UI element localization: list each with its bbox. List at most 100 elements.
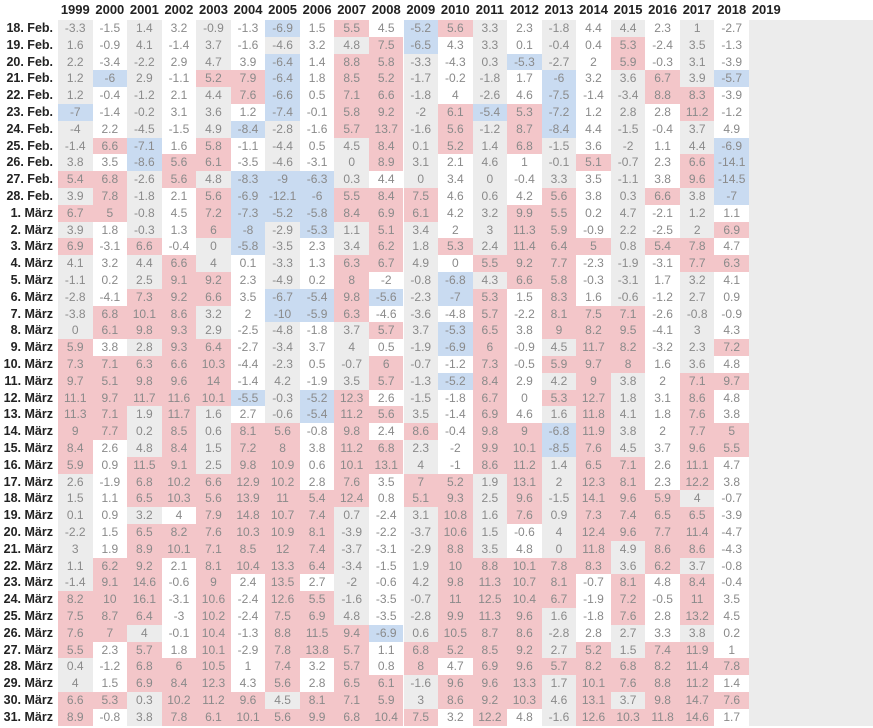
value-cell: 0.5 — [368, 339, 404, 356]
value-cell: -1.2 — [92, 658, 128, 676]
value-cell: 7.1 — [610, 456, 646, 474]
value-cell: 1.3 — [161, 221, 197, 239]
value-cell: 13.5 — [265, 574, 300, 592]
value-cell: -6.5 — [403, 36, 439, 54]
value-cell: -2.2 — [368, 524, 404, 541]
value-cell: -1.3 — [230, 624, 266, 642]
value-cell: 5.6 — [438, 20, 473, 37]
value-cell: -0.6 — [507, 524, 542, 541]
value-cell: -3.3 — [58, 20, 93, 37]
value-cell: 3.8 — [679, 624, 715, 642]
value-cell: 1.6 — [161, 137, 197, 155]
value-cell: 1.6 — [58, 36, 93, 54]
value-cell: -1.2 — [127, 87, 162, 104]
value-cell: -3.5 — [368, 608, 404, 625]
value-cell: 4.9 — [403, 255, 439, 272]
value-cell: 3.2 — [679, 272, 715, 289]
value-cell: 7.8 — [92, 188, 128, 205]
value-cell: 5.4 — [299, 490, 335, 508]
value-cell: 3.2 — [161, 20, 197, 37]
value-cell: 2.2 — [610, 221, 646, 239]
value-cell: 3.7 — [610, 692, 646, 709]
value-cell: 6.9 — [368, 204, 404, 222]
value-cell: 7.1 — [610, 305, 646, 323]
value-cell: 4 — [679, 490, 715, 508]
value-cell: 7.9 — [196, 507, 231, 524]
value-cell: 3.7 — [334, 322, 369, 340]
value-cell: 2.8 — [127, 339, 162, 356]
date-label: 14. März — [3, 424, 53, 439]
value-cell: 1 — [507, 154, 542, 172]
value-cell: 5.6 — [265, 708, 300, 726]
value-cell: 0.3 — [127, 692, 162, 709]
value-cell: 6.8 — [127, 473, 162, 491]
value-cell: -0.1 — [299, 104, 335, 121]
date-label: 6. März — [10, 289, 53, 304]
date-label: 23. Feb. — [6, 105, 53, 119]
value-cell: 5.3 — [541, 389, 577, 407]
value-cell: 14.6 — [127, 574, 162, 592]
value-cell: 6.8 — [368, 440, 404, 457]
value-cell: 10.9 — [265, 524, 300, 541]
value-cell: 9.3 — [438, 490, 473, 508]
value-cell: 1.8 — [92, 221, 128, 239]
value-cell: 3.2 — [196, 305, 231, 323]
year-header-2003: 2003 — [199, 2, 228, 17]
value-cell: -10 — [265, 305, 300, 323]
value-cell: 4.8 — [714, 389, 749, 407]
value-cell: 5.9 — [58, 339, 93, 356]
value-cell: -0.1 — [541, 154, 577, 172]
value-cell: -1.5 — [92, 20, 128, 37]
value-cell: -1.8 — [403, 87, 439, 104]
year-header-2019: 2019 — [751, 2, 781, 17]
value-cell: 7.5 — [576, 305, 611, 323]
value-cell: 9.3 — [161, 322, 197, 340]
value-cell: -6.4 — [265, 70, 300, 88]
value-cell: 7.7 — [541, 255, 577, 272]
value-cell: 9.6 — [507, 658, 542, 676]
date-label: 22. März — [3, 558, 53, 573]
value-cell: 2.7 — [299, 574, 335, 592]
value-cell: -7 — [714, 188, 749, 205]
value-cell: -6.9 — [368, 624, 404, 642]
value-cell: 4.5 — [610, 440, 646, 457]
value-cell: -4.5 — [127, 120, 162, 138]
value-cell: 3.5 — [714, 591, 749, 608]
value-cell: 2.6 — [58, 473, 93, 491]
value-cell: 4.2 — [507, 188, 542, 205]
value-cell: 3.4 — [438, 171, 473, 188]
value-cell: 3.2 — [299, 658, 335, 676]
date-label: 13. März — [3, 407, 53, 422]
date-label: 24. Feb. — [6, 121, 53, 136]
value-cell: 3.8 — [610, 423, 646, 440]
value-cell: 3.8 — [610, 372, 646, 390]
value-cell: 4 — [334, 339, 369, 356]
value-cell: -1.8 — [576, 608, 611, 625]
value-cell: -2.2 — [127, 53, 162, 71]
value-cell: 4.9 — [714, 120, 749, 138]
date-label: 21. Feb. — [6, 71, 53, 86]
value-cell: 5.1 — [368, 221, 404, 239]
value-cell: 8.4 — [161, 440, 197, 457]
date-label: 17. März — [3, 474, 53, 489]
value-cell: 7.2 — [230, 440, 266, 457]
value-cell: 2.8 — [610, 104, 646, 121]
value-cell: -1.5 — [541, 490, 577, 508]
value-cell: 8.3 — [679, 87, 715, 104]
value-cell: 2.8 — [645, 608, 680, 625]
value-cell: -4.1 — [645, 322, 680, 340]
value-cell: 7.5 — [403, 188, 439, 205]
value-cell: -2.8 — [265, 120, 300, 138]
value-cell: 4 — [438, 87, 473, 104]
value-cell: 5.5 — [299, 591, 335, 608]
value-cell: -0.4 — [645, 120, 680, 138]
value-cell: -3.4 — [334, 557, 369, 575]
year-header-2010: 2010 — [440, 2, 470, 17]
value-cell: 5.6 — [265, 423, 300, 440]
value-cell: 2.9 — [161, 53, 197, 71]
value-cell: 3.7 — [645, 440, 680, 457]
value-cell: 3.6 — [196, 104, 231, 121]
value-cell: 0.9 — [92, 507, 128, 524]
date-label: 12. März — [3, 390, 53, 405]
value-cell: 10.4 — [196, 624, 231, 642]
